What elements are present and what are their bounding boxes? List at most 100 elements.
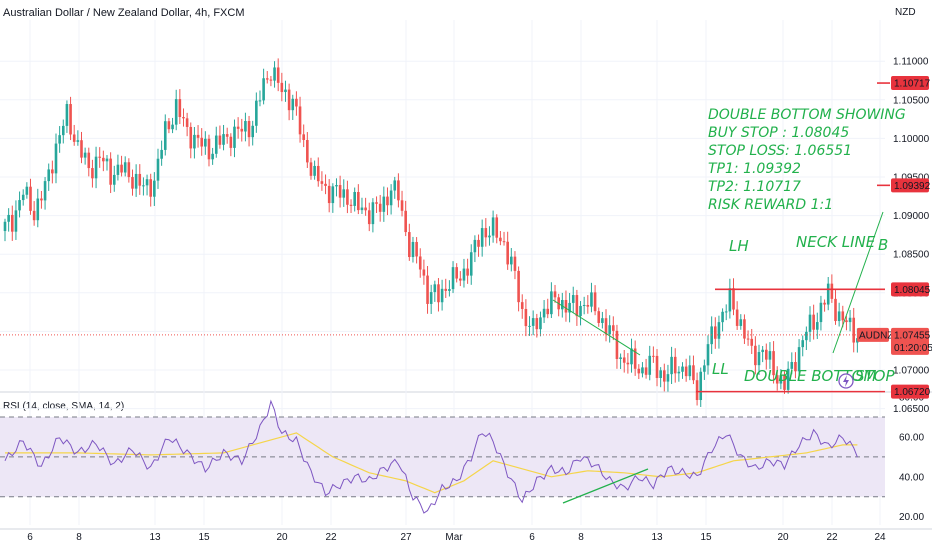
candle-body	[371, 202, 375, 225]
candle-body	[149, 179, 153, 197]
candle-body	[214, 135, 218, 154]
candle-body	[808, 314, 812, 332]
candle-body	[575, 295, 579, 317]
candle-body	[80, 140, 83, 158]
current-price-badge	[891, 327, 929, 355]
candle-body	[91, 168, 94, 179]
candle-body	[145, 179, 149, 186]
time-tick-label: 24	[874, 532, 886, 543]
candle-body	[7, 214, 10, 222]
candle-body	[480, 228, 484, 247]
candle-body	[225, 134, 229, 137]
candle-body	[404, 210, 407, 233]
candle-body	[120, 164, 123, 173]
candle-body	[520, 302, 524, 309]
price-badge	[891, 178, 929, 193]
candle-body	[455, 267, 458, 279]
candle-body	[174, 99, 178, 125]
candle-body	[47, 169, 51, 182]
price-badge	[891, 384, 929, 399]
candle-body	[750, 338, 754, 346]
candle-body	[728, 288, 732, 312]
candle-body	[178, 99, 182, 118]
symbol-badge-label: AUDNZD	[859, 330, 901, 341]
current-price-label: 1.07455	[894, 330, 931, 341]
candle-body	[411, 241, 415, 258]
rsi-tick-label: 60.00	[899, 432, 924, 443]
candle-body	[837, 311, 841, 322]
candle-body	[517, 270, 520, 303]
candle-body	[612, 325, 615, 331]
candle-body	[10, 214, 14, 232]
candle-body	[87, 152, 91, 169]
annotation-line: TP2: 1.10717	[708, 179, 801, 195]
rsi-tick-label: 40.00	[899, 472, 924, 483]
rsi-line	[4, 399, 858, 514]
candle-body	[768, 351, 772, 360]
candle-body	[815, 322, 819, 330]
candle-body	[338, 185, 342, 198]
candle-body	[852, 317, 856, 343]
candle-body	[76, 140, 80, 142]
time-tick-label: 20	[777, 532, 789, 543]
candle-body	[393, 180, 397, 191]
candle-body	[797, 347, 801, 372]
candle-body	[218, 135, 222, 145]
candle-body	[247, 120, 251, 138]
candle-body	[684, 366, 688, 377]
candle-body	[779, 375, 783, 384]
price-tick-label: 1.10500	[893, 95, 930, 106]
candle-body	[593, 292, 597, 312]
candle-body	[775, 375, 779, 384]
time-tick-label: 27	[400, 532, 412, 543]
candle-body	[495, 217, 499, 238]
candle-body	[51, 169, 54, 174]
candle-body	[265, 78, 269, 80]
price-tick-label: 1.10000	[893, 134, 930, 145]
candle-body	[794, 362, 797, 372]
rsi-tick-label: 20.00	[899, 512, 924, 523]
candle-body	[40, 198, 43, 201]
annotation-line: RISK REWARD 1:1	[708, 197, 833, 213]
candle-body	[491, 217, 495, 236]
candle-body	[422, 269, 426, 276]
candle-body	[440, 288, 444, 303]
price-badge	[891, 282, 929, 297]
candle-body	[171, 124, 174, 130]
lightning-bolt-glyph	[843, 375, 849, 387]
candle-body	[477, 239, 480, 247]
candle-body	[484, 228, 488, 238]
candle-body	[546, 308, 550, 315]
candle-body	[790, 362, 794, 369]
price-badge-label: 1.10717	[894, 79, 931, 90]
rsi-series	[4, 399, 858, 514]
candle-body	[510, 256, 513, 265]
candle-body	[695, 380, 699, 401]
candle-body	[524, 308, 528, 327]
candle-body	[335, 185, 338, 187]
candle-body	[721, 311, 724, 323]
candle-body	[772, 351, 775, 376]
candle-body	[346, 189, 349, 205]
candle-body	[32, 210, 36, 221]
candle-body	[604, 318, 608, 335]
candle-body	[357, 192, 360, 211]
candle-body	[845, 320, 848, 323]
candle-body	[251, 125, 254, 138]
candle-body	[608, 325, 611, 335]
annotation-line: TP1: 1.09392	[708, 161, 801, 177]
candle-body	[153, 180, 156, 197]
price-tick-label: 1.09500	[893, 173, 930, 184]
candle-body	[306, 139, 309, 163]
candle-body	[309, 162, 313, 176]
candle-body	[364, 207, 367, 211]
candle-body	[564, 299, 568, 313]
candle-body	[105, 158, 109, 162]
neckline-label: NECK LINE	[796, 233, 876, 251]
time-tick-label: 6	[27, 532, 33, 543]
candle-body	[582, 304, 586, 306]
candle-body	[316, 165, 320, 182]
candle-body	[284, 89, 287, 93]
candle-body	[98, 156, 102, 158]
